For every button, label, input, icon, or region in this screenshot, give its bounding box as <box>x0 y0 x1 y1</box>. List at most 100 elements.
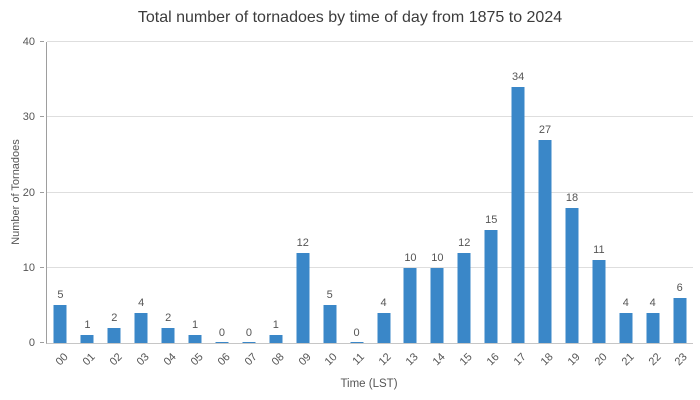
x-tick-label: 09 <box>296 351 314 369</box>
bar-column: 0 <box>209 42 236 343</box>
x-tick-label: 11 <box>350 351 368 368</box>
bar-value-label: 27 <box>538 123 552 136</box>
bar <box>511 87 525 343</box>
x-tick: 05 <box>181 345 208 375</box>
x-tick: 16 <box>477 345 504 375</box>
bar <box>242 342 256 343</box>
x-tick-label: 19 <box>565 351 583 369</box>
bar-column: 15 <box>478 42 505 343</box>
x-axis-label: Time (LST) <box>340 378 398 390</box>
bar-value-label: 5 <box>57 289 64 302</box>
x-tick-label: 15 <box>457 351 475 369</box>
x-tick: 10 <box>315 345 342 375</box>
bars-container: 5 1 2 4 2 1 0 0 1 12 5 0 4 10 10 12 15 34 27 18 11 4 4 6 <box>47 42 693 343</box>
bar <box>53 305 67 343</box>
bar-column: 1 <box>182 42 209 343</box>
x-tick: 04 <box>154 345 181 375</box>
x-axis: 00 01 02 03 04 05 06 07 08 09 10 11 12 13 14 15 16 17 18 19… <box>46 345 692 375</box>
bar-column: 0 <box>235 42 262 343</box>
x-tick: 18 <box>531 345 558 375</box>
x-tick: 21 <box>611 345 638 375</box>
y-tick-mark <box>40 191 44 193</box>
bar-value-label: 15 <box>485 214 498 227</box>
x-tick-label: 04 <box>161 351 179 369</box>
bar-column: 12 <box>289 42 316 343</box>
y-tick-label: 0 <box>28 337 35 349</box>
bar <box>215 342 229 343</box>
bar <box>323 305 337 343</box>
x-tick-label: 17 <box>511 351 529 369</box>
gridline <box>47 191 693 193</box>
y-tick-label: 20 <box>22 186 35 199</box>
bar <box>619 312 633 343</box>
bar-value-label: 5 <box>326 289 333 302</box>
bar <box>188 335 202 343</box>
bar-value-label: 4 <box>649 296 656 309</box>
x-tick: 23 <box>665 345 692 375</box>
x-tick: 14 <box>423 345 450 375</box>
x-tick: 00 <box>46 345 73 375</box>
bar-value-label: 0 <box>353 327 360 339</box>
bar-column: 12 <box>451 42 478 343</box>
x-tick-label: 22 <box>646 351 664 369</box>
bar-column: 4 <box>370 42 397 343</box>
x-tick: 01 <box>73 345 100 375</box>
x-tick-label: 03 <box>134 351 152 369</box>
x-tick-label: 13 <box>403 351 421 369</box>
bar-column: 2 <box>155 42 182 343</box>
y-axis: 0 10 20 30 40 <box>0 36 45 349</box>
bar-value-label: 4 <box>138 296 145 309</box>
x-tick-label: 06 <box>215 351 233 369</box>
x-tick-label: 10 <box>323 351 341 369</box>
x-tick: 08 <box>261 345 288 375</box>
y-tick-mark <box>40 342 44 343</box>
x-tick-label: 05 <box>188 351 206 369</box>
bar-value-label: 4 <box>380 296 387 309</box>
y-tick-label: 30 <box>22 111 35 124</box>
bar-column: 10 <box>397 42 424 343</box>
bar-column: 4 <box>128 42 155 343</box>
x-tick-label: 16 <box>484 351 502 369</box>
x-tick: 06 <box>208 345 235 375</box>
x-tick: 12 <box>369 345 396 375</box>
bar <box>350 342 364 343</box>
x-tick-label: 23 <box>673 351 691 369</box>
bar <box>296 252 310 343</box>
bar-column: 4 <box>639 42 666 343</box>
x-tick-label: 12 <box>376 351 395 369</box>
bar <box>134 312 148 343</box>
bar-value-label: 11 <box>593 244 605 257</box>
bar-column: 18 <box>559 42 586 343</box>
gridline <box>47 41 693 42</box>
y-tick-mark <box>40 266 44 268</box>
bar-column: 1 <box>262 42 289 343</box>
chart-title: Total number of tornadoes by time of day… <box>137 9 563 26</box>
bar-column: 34 <box>505 42 532 343</box>
bar-value-label: 0 <box>245 327 252 339</box>
x-tick: 22 <box>638 345 665 375</box>
bar-value-label: 1 <box>84 319 91 332</box>
bar-column: 1 <box>74 42 101 343</box>
x-tick-label: 02 <box>107 351 125 369</box>
x-tick-label: 01 <box>80 351 98 369</box>
bar-value-label: 10 <box>404 251 417 264</box>
x-tick-label: 08 <box>269 351 287 369</box>
gridline <box>47 266 693 268</box>
x-tick: 20 <box>584 345 611 375</box>
bar-value-label: 12 <box>458 236 471 249</box>
bar <box>107 327 121 343</box>
y-tick-label: 40 <box>22 36 35 48</box>
x-tick: 07 <box>234 345 261 375</box>
y-tick-mark <box>40 116 44 118</box>
bar-value-label: 2 <box>165 311 172 324</box>
x-tick-label: 18 <box>538 351 556 369</box>
bar-column: 4 <box>612 42 639 343</box>
bar-column: 27 <box>532 42 559 343</box>
x-tick: 15 <box>450 345 477 375</box>
bar <box>565 207 579 343</box>
y-tick-mark <box>40 41 44 42</box>
bar <box>377 312 391 343</box>
bar-value-label: 1 <box>192 319 199 332</box>
bar-value-label: 18 <box>565 191 579 204</box>
